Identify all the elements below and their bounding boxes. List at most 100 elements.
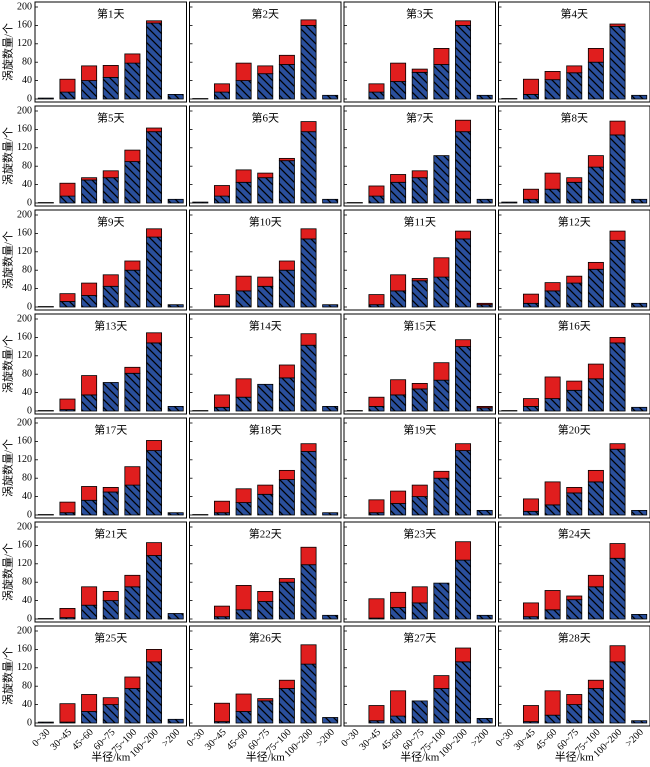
bar-hatch xyxy=(390,394,406,411)
bar-hatch xyxy=(545,79,561,99)
bar-hatch xyxy=(433,583,449,619)
bar-hatch xyxy=(192,202,208,203)
bar-segment xyxy=(59,78,76,93)
bar-segment xyxy=(544,172,561,190)
bar-segment xyxy=(368,185,385,197)
bar-segment xyxy=(146,332,163,344)
bar-segment xyxy=(81,375,98,396)
bar-segment xyxy=(300,546,317,566)
bar-segment xyxy=(235,488,252,503)
bar-hatch xyxy=(433,155,449,203)
bar-hatch xyxy=(566,72,582,99)
panel-frame xyxy=(498,417,650,519)
bar-hatch xyxy=(81,295,97,307)
bar-segment xyxy=(587,679,604,689)
bar-segment xyxy=(235,693,252,712)
bar-segment xyxy=(235,275,252,292)
bar-segment xyxy=(609,120,626,136)
bar-hatch xyxy=(59,722,76,723)
y-tick-label: 160 xyxy=(17,228,32,239)
bar-hatch xyxy=(124,373,140,411)
panel-frame xyxy=(498,1,650,103)
bar-hatch xyxy=(566,492,582,515)
bar-segment xyxy=(102,697,119,706)
panel-title: 第23天 xyxy=(403,527,436,541)
y-tick-label: 160 xyxy=(17,644,32,655)
bar-hatch xyxy=(103,177,119,203)
bar-segment xyxy=(235,378,252,398)
bar-segment xyxy=(81,65,98,81)
bar-segment xyxy=(257,484,274,495)
x-tick-label: 45~60 xyxy=(534,727,560,753)
bar-hatch xyxy=(368,406,385,411)
bar-segment xyxy=(368,294,385,306)
bar-segment xyxy=(146,542,163,556)
bar-hatch xyxy=(322,512,338,515)
bar-segment xyxy=(433,675,450,689)
bar-hatch xyxy=(124,161,140,203)
panel-frame xyxy=(498,521,650,623)
y-tick-label: 80 xyxy=(22,56,32,67)
y-axis-label: 涡旋数量/个 xyxy=(1,335,15,393)
bar-hatch xyxy=(214,196,230,203)
bar-hatch xyxy=(81,394,97,411)
bar-segment xyxy=(390,490,407,504)
y-tick-label: 200 xyxy=(17,1,32,12)
bar-segment xyxy=(368,598,385,619)
y-tick-label: 160 xyxy=(17,20,32,31)
bar-hatch xyxy=(146,661,162,723)
bar-hatch xyxy=(322,615,338,619)
bar-segment xyxy=(213,394,230,408)
panel-frame xyxy=(34,1,187,103)
panel-frame xyxy=(189,1,342,103)
y-tick-label: 120 xyxy=(17,246,32,257)
bar-segment xyxy=(59,182,76,197)
y-tick-label: 40 xyxy=(22,699,32,710)
bar-segment xyxy=(368,396,385,407)
y-tick-label: 200 xyxy=(17,313,32,324)
bar-hatch xyxy=(59,92,76,99)
bar-hatch xyxy=(368,92,385,99)
bar-segment xyxy=(609,23,626,27)
panel-title: 第9天 xyxy=(97,215,125,229)
bar-hatch xyxy=(300,451,317,515)
bar-segment xyxy=(476,302,493,306)
bar-segment xyxy=(235,62,252,81)
bar-hatch xyxy=(477,407,493,411)
x-axis-label: 半径/km xyxy=(400,750,440,764)
bar-hatch xyxy=(523,406,539,411)
y-axis-label: 涡旋数量/个 xyxy=(1,439,15,497)
bar-hatch xyxy=(412,388,428,411)
bar-segment xyxy=(124,149,141,163)
panel-title: 第13天 xyxy=(94,319,127,333)
bar-segment xyxy=(146,127,163,133)
bar-hatch xyxy=(146,131,162,203)
bar-hatch xyxy=(38,98,54,99)
panel-frame xyxy=(498,625,650,727)
bar-hatch xyxy=(609,661,626,723)
bar-hatch xyxy=(236,182,252,203)
bar-segment xyxy=(609,230,626,241)
bar-segment xyxy=(124,676,141,689)
bar-segment xyxy=(566,177,583,183)
bar-hatch xyxy=(103,382,119,411)
bar-segment xyxy=(455,443,472,452)
bar-hatch xyxy=(412,72,428,99)
bar-hatch xyxy=(214,92,230,99)
panel-title: 第12天 xyxy=(558,215,591,229)
bar-hatch xyxy=(124,485,140,515)
bar-segment xyxy=(455,119,472,133)
bar-hatch xyxy=(146,555,162,619)
bar-segment xyxy=(213,702,230,723)
bar-segment xyxy=(455,541,472,561)
x-tick-label: >200 xyxy=(469,727,491,749)
bar-hatch xyxy=(501,202,517,203)
panel-title: 第27天 xyxy=(403,631,436,645)
bar-hatch xyxy=(300,25,317,99)
bar-segment xyxy=(411,586,428,604)
bar-segment xyxy=(257,276,274,287)
bar-hatch xyxy=(588,688,604,723)
bar-hatch xyxy=(236,502,252,515)
